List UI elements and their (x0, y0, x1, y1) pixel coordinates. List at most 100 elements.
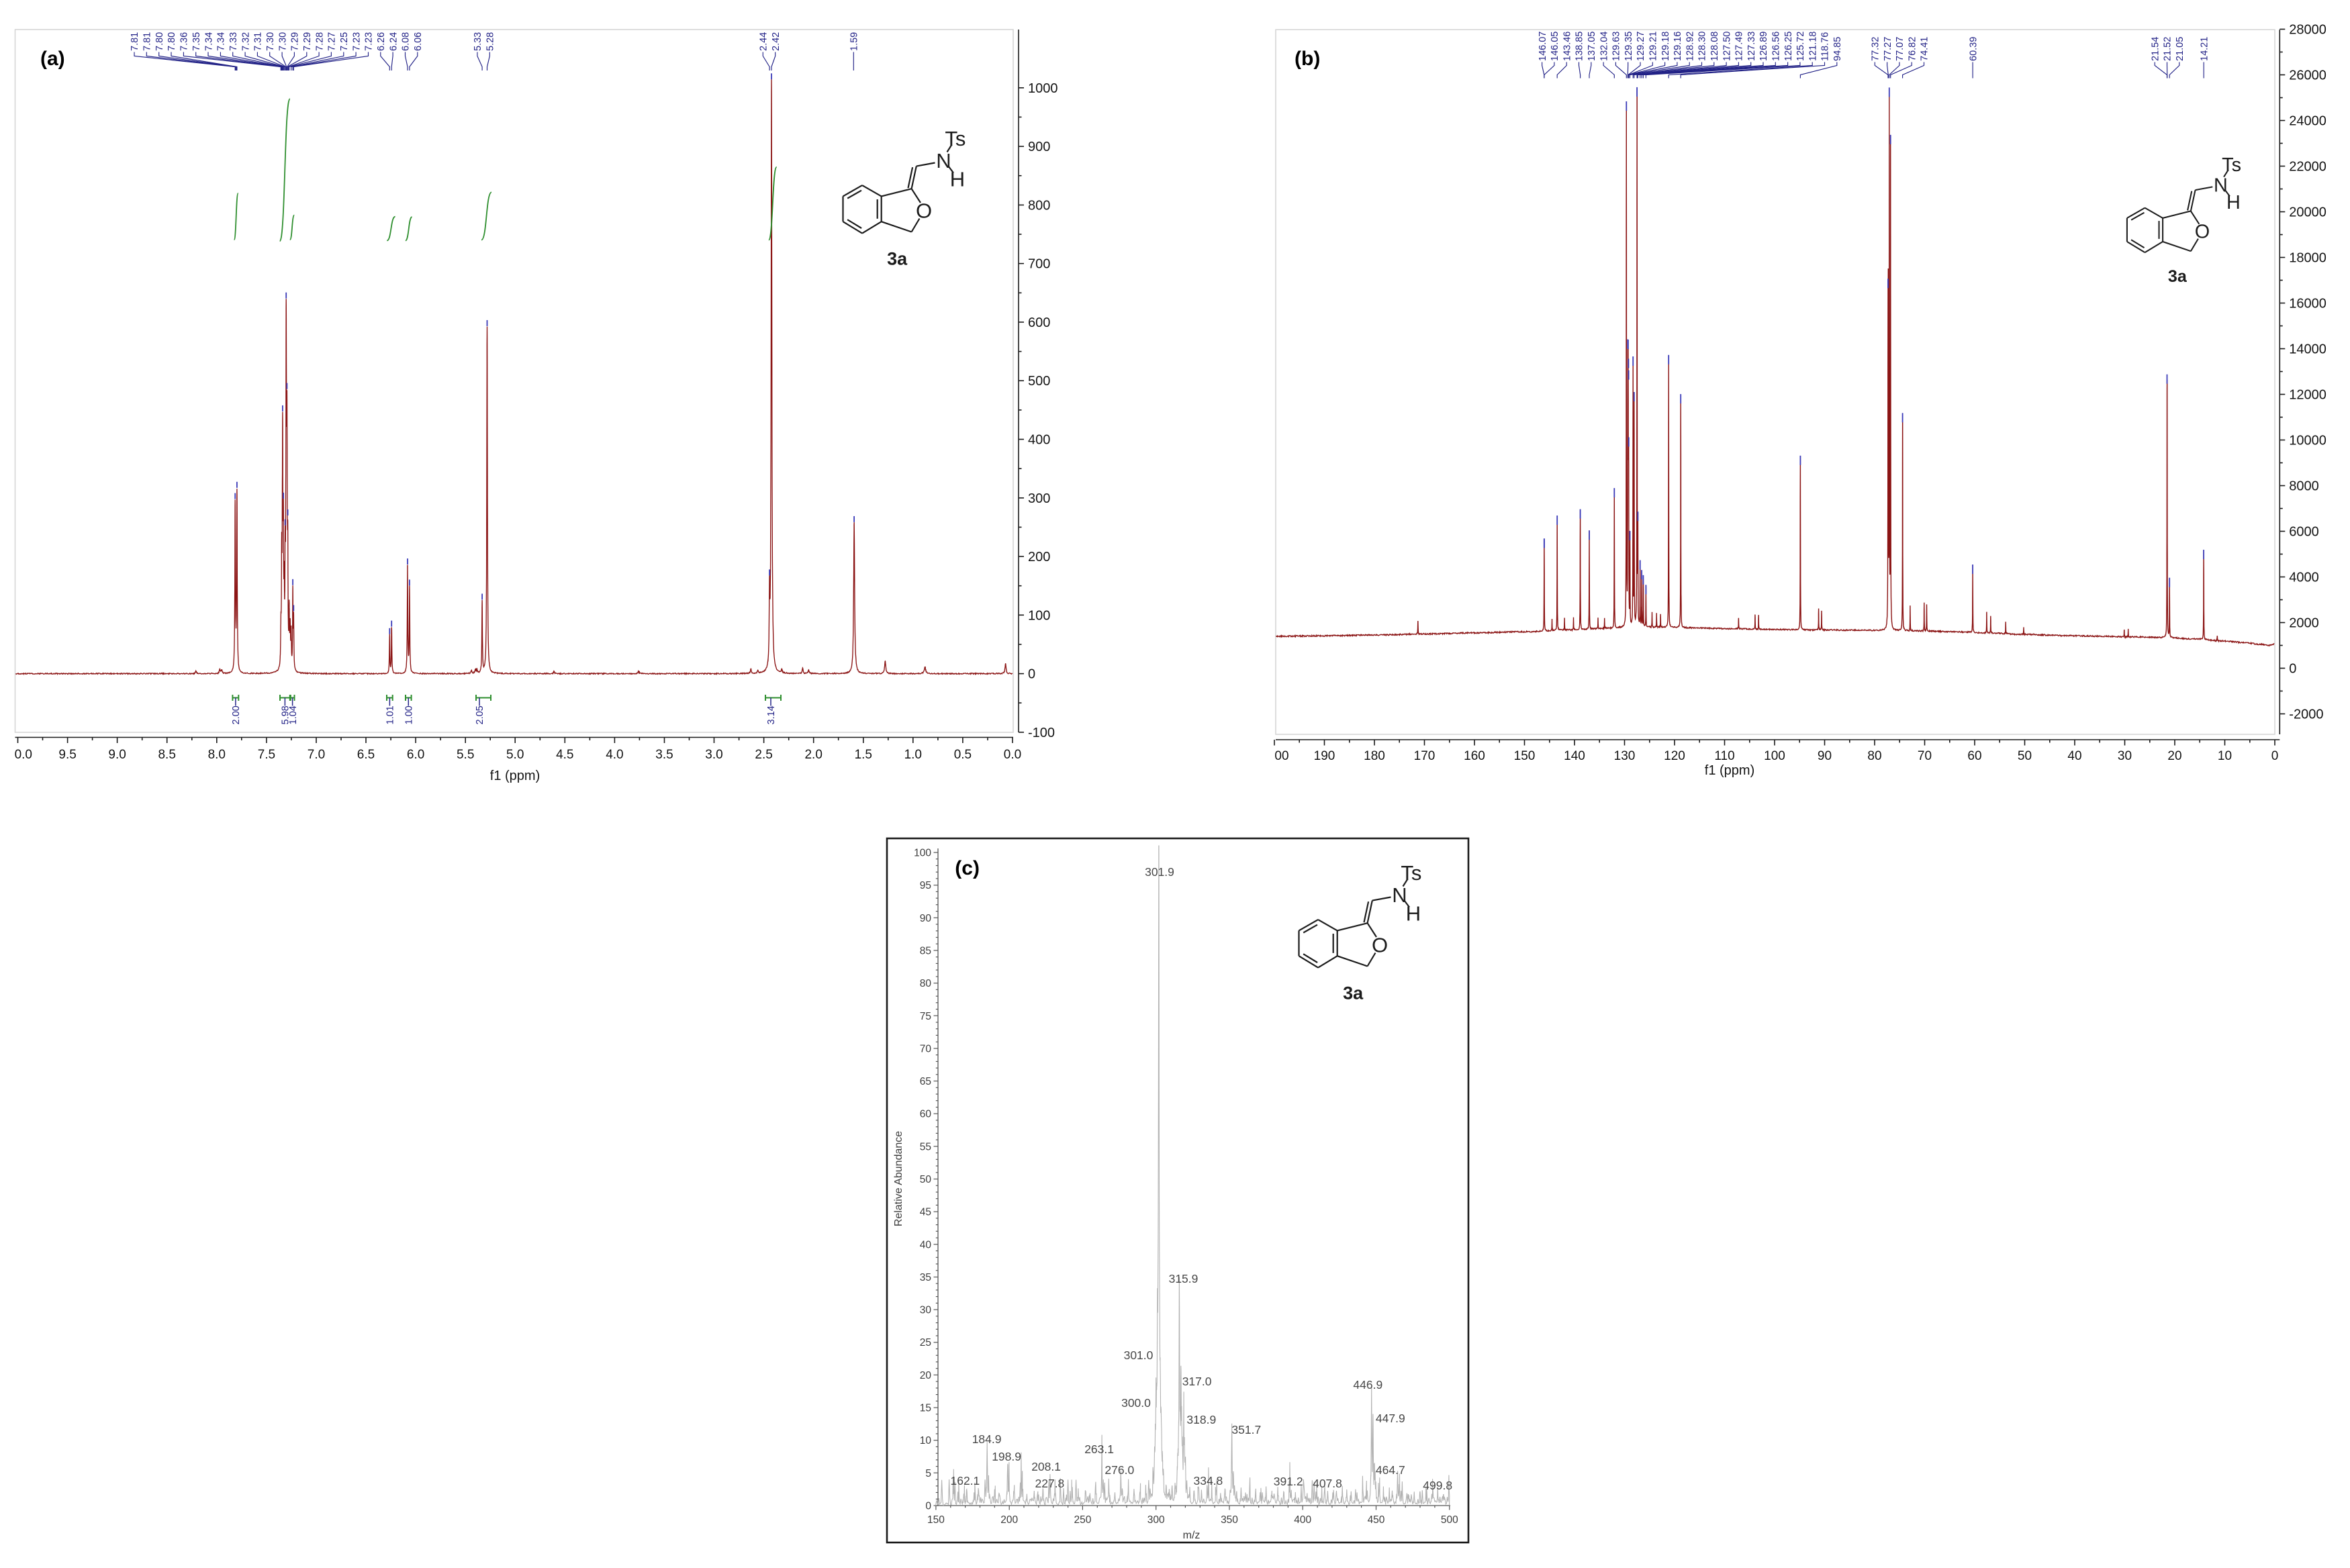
svg-text:317.0: 317.0 (1182, 1375, 1212, 1388)
svg-text:132.04: 132.04 (1599, 32, 1609, 61)
svg-text:90: 90 (920, 913, 932, 924)
svg-text:7.35: 7.35 (191, 32, 202, 51)
svg-text:50: 50 (920, 1174, 932, 1185)
svg-text:-2000: -2000 (2289, 707, 2323, 722)
svg-text:0.0: 0.0 (1004, 748, 1021, 762)
svg-text:1.00: 1.00 (404, 705, 415, 724)
svg-text:126.25: 126.25 (1783, 32, 1794, 61)
svg-text:6.0: 6.0 (407, 748, 424, 762)
svg-text:5.28: 5.28 (485, 32, 496, 51)
svg-text:129.35: 129.35 (1624, 32, 1634, 61)
svg-text:8000: 8000 (2289, 479, 2319, 494)
svg-text:227.8: 227.8 (1035, 1477, 1065, 1490)
svg-text:77.07: 77.07 (1895, 37, 1906, 61)
svg-text:22000: 22000 (2289, 160, 2326, 175)
svg-text:7.36: 7.36 (179, 32, 190, 51)
svg-text:128.30: 128.30 (1697, 32, 1708, 61)
svg-text:121.18: 121.18 (1807, 32, 1818, 61)
svg-text:21.54: 21.54 (2150, 37, 2161, 61)
svg-text:18000: 18000 (2289, 251, 2326, 266)
svg-text:5.5: 5.5 (457, 748, 474, 762)
svg-text:301.9: 301.9 (1145, 865, 1174, 879)
svg-text:7.28: 7.28 (314, 32, 325, 51)
svg-text:9.0: 9.0 (108, 748, 126, 762)
svg-text:45: 45 (920, 1207, 931, 1218)
svg-text:4.5: 4.5 (556, 748, 573, 762)
svg-text:1.5: 1.5 (855, 748, 872, 762)
svg-text:100: 100 (1764, 749, 1785, 763)
svg-text:Relative Abundance: Relative Abundance (893, 1131, 904, 1226)
svg-text:315.9: 315.9 (1169, 1272, 1198, 1285)
svg-text:500: 500 (1028, 374, 1050, 389)
svg-text:140: 140 (1564, 749, 1585, 763)
svg-text:40: 40 (2067, 749, 2081, 763)
svg-text:900: 900 (1028, 140, 1050, 154)
svg-text:129.18: 129.18 (1660, 32, 1671, 61)
svg-text:2.00: 2.00 (231, 705, 242, 724)
svg-text:2.0: 2.0 (804, 748, 822, 762)
svg-text:7.23: 7.23 (364, 32, 375, 51)
svg-text:137.05: 137.05 (1587, 32, 1597, 61)
svg-text:128.92: 128.92 (1685, 32, 1695, 61)
svg-text:60: 60 (1967, 749, 1981, 763)
svg-text:7.30: 7.30 (265, 32, 276, 51)
svg-text:0.5: 0.5 (954, 748, 972, 762)
svg-text:334.8: 334.8 (1194, 1474, 1223, 1487)
svg-text:400: 400 (1028, 433, 1050, 448)
svg-text:60: 60 (920, 1109, 932, 1120)
svg-text:700: 700 (1028, 257, 1050, 272)
svg-text:60.39: 60.39 (1968, 37, 1979, 61)
svg-text:8.5: 8.5 (158, 748, 175, 762)
svg-text:2.05: 2.05 (475, 705, 485, 724)
svg-text:6000: 6000 (2289, 525, 2319, 540)
svg-text:499.8: 499.8 (1423, 1479, 1452, 1492)
svg-text:162.1: 162.1 (951, 1474, 980, 1487)
svg-text:40: 40 (920, 1239, 932, 1251)
svg-text:4000: 4000 (2289, 571, 2319, 585)
svg-text:500: 500 (1441, 1514, 1458, 1526)
svg-text:464.7: 464.7 (1376, 1463, 1405, 1477)
svg-text:300: 300 (1147, 1514, 1165, 1526)
svg-text:126.56: 126.56 (1771, 32, 1782, 61)
svg-text:28000: 28000 (2289, 23, 2326, 38)
svg-text:7.29: 7.29 (302, 32, 313, 51)
svg-text:1.0: 1.0 (904, 748, 922, 762)
svg-text:446.9: 446.9 (1353, 1378, 1382, 1391)
svg-text:5.98: 5.98 (281, 705, 291, 724)
svg-text:85: 85 (920, 945, 931, 957)
svg-text:125.72: 125.72 (1795, 32, 1806, 61)
svg-text:f1 (ppm): f1 (ppm) (490, 769, 540, 783)
svg-text:198.9: 198.9 (992, 1450, 1021, 1463)
svg-text:7.34: 7.34 (216, 32, 227, 51)
svg-text:70: 70 (920, 1043, 932, 1055)
svg-text:00: 00 (1274, 749, 1288, 763)
svg-text:128.08: 128.08 (1709, 32, 1720, 61)
svg-text:1.59: 1.59 (849, 32, 860, 51)
svg-text:9.5: 9.5 (58, 748, 76, 762)
svg-text:14.21: 14.21 (2199, 37, 2210, 61)
svg-text:5: 5 (925, 1468, 931, 1479)
svg-text:(b): (b) (1295, 48, 1320, 70)
svg-text:7.30: 7.30 (277, 32, 288, 51)
svg-text:7.80: 7.80 (154, 32, 165, 51)
svg-text:146.05: 146.05 (1550, 32, 1560, 61)
svg-text:76.82: 76.82 (1907, 37, 1918, 61)
svg-text:3.14: 3.14 (766, 705, 777, 724)
svg-text:120: 120 (1664, 749, 1685, 763)
svg-text:351.7: 351.7 (1231, 1423, 1261, 1436)
svg-text:150: 150 (927, 1514, 945, 1526)
svg-text:15: 15 (920, 1403, 931, 1414)
svg-text:80: 80 (920, 978, 932, 989)
svg-text:7.0: 7.0 (308, 748, 325, 762)
svg-text:6.5: 6.5 (357, 748, 375, 762)
svg-text:95: 95 (920, 880, 931, 891)
svg-text:118.76: 118.76 (1820, 32, 1831, 61)
svg-text:25: 25 (920, 1337, 931, 1349)
svg-text:(a): (a) (40, 48, 65, 70)
svg-text:24000: 24000 (2289, 114, 2326, 129)
svg-text:7.80: 7.80 (167, 32, 177, 51)
svg-text:127.33: 127.33 (1746, 32, 1757, 61)
svg-text:10: 10 (2218, 749, 2232, 763)
svg-text:129.27: 129.27 (1636, 32, 1646, 61)
svg-text:6.24: 6.24 (388, 32, 399, 51)
